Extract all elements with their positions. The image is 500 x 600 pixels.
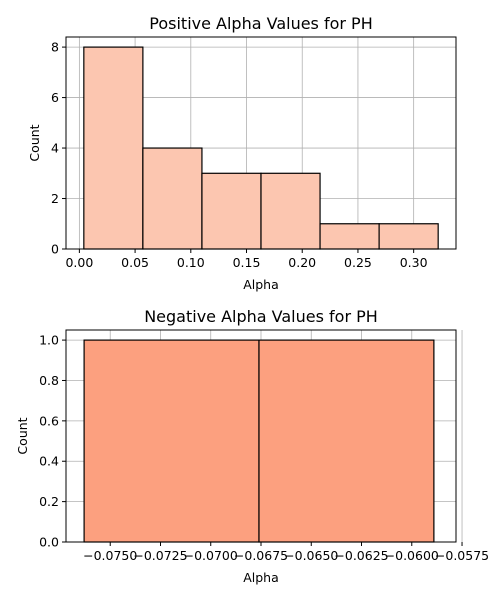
x-axis-label: Alpha xyxy=(243,277,279,292)
histogram-bar xyxy=(142,147,203,250)
histogram-bar xyxy=(201,172,262,250)
y-tick-label: 8 xyxy=(51,40,59,55)
y-tick-label: 0.8 xyxy=(39,373,59,388)
histogram-bar xyxy=(83,339,260,543)
y-axis-label: Count xyxy=(27,124,42,161)
x-tick-label: −0.0650 xyxy=(284,548,338,563)
x-tick-label: 0.05 xyxy=(121,255,149,270)
histogram-bar xyxy=(83,46,144,250)
x-tick-label: 0.25 xyxy=(344,255,372,270)
y-tick-label: 6 xyxy=(51,90,59,105)
y-tick-label: 4 xyxy=(51,141,59,156)
y-axis-label: Count xyxy=(15,417,30,454)
x-tick-label: 0.30 xyxy=(400,255,428,270)
x-tick-label: −0.0575 xyxy=(435,548,489,563)
y-tick-label: 0.2 xyxy=(39,494,59,509)
y-tick-label: 0.6 xyxy=(39,413,59,428)
histogram-bar xyxy=(378,223,439,250)
y-tick-label: 0.4 xyxy=(39,454,59,469)
x-tick-label: −0.0700 xyxy=(184,548,238,563)
histogram-bar xyxy=(319,223,380,250)
negative-alpha-histogram: −0.0750−0.0725−0.0700−0.0675−0.0650−0.06… xyxy=(15,307,489,585)
x-tick-label: 0.00 xyxy=(65,255,93,270)
y-tick-label: 1.0 xyxy=(39,333,59,348)
x-axis-label: Alpha xyxy=(243,570,279,585)
y-tick-label: 0.0 xyxy=(39,535,59,550)
x-tick-label: 0.20 xyxy=(288,255,316,270)
histogram-bar xyxy=(260,172,321,250)
histogram-bar xyxy=(258,339,435,543)
x-tick-label: −0.0625 xyxy=(334,548,388,563)
x-tick-label: −0.0675 xyxy=(234,548,288,563)
positive-alpha-histogram: 0.00 0.05 0.10 0.15 0.20 0.25 0.30 0 2 4 6 8 Positiv… xyxy=(27,14,457,292)
y-tick-label: 2 xyxy=(51,191,59,206)
x-tick-label: 0.15 xyxy=(233,255,261,270)
chart-title: Negative Alpha Values for PH xyxy=(144,307,378,326)
x-tick-label: −0.0600 xyxy=(385,548,439,563)
x-tick-label: −0.0725 xyxy=(133,548,187,563)
axes-frame xyxy=(65,36,457,250)
x-tick-label: −0.0750 xyxy=(83,548,137,563)
y-tick-label: 0 xyxy=(51,242,59,257)
x-tick-label: 0.10 xyxy=(177,255,205,270)
chart-title: Positive Alpha Values for PH xyxy=(149,14,372,33)
